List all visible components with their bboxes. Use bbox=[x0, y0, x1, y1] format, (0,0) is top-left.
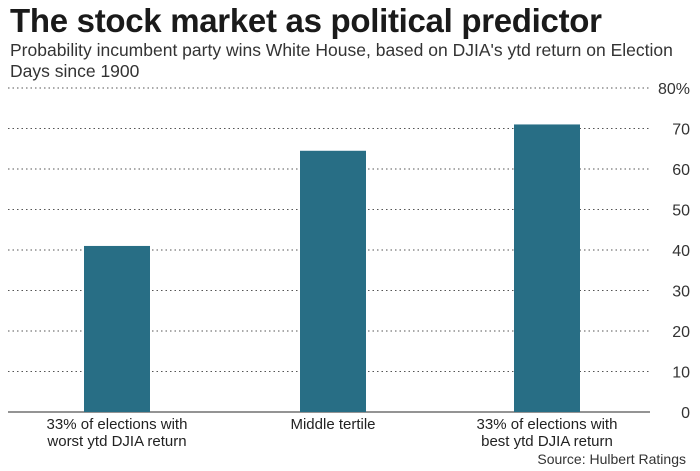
x-category-label: Middle tertile bbox=[290, 416, 375, 433]
bar bbox=[84, 245, 150, 412]
bar bbox=[514, 124, 580, 412]
bar bbox=[300, 150, 366, 412]
chart-title: The stock market as political predictor bbox=[10, 2, 602, 39]
x-category-label: 33% of elections with worst ytd DJIA retu… bbox=[46, 416, 187, 450]
x-category-label: 33% of elections with best ytd DJIA retur… bbox=[477, 416, 618, 450]
y-tick-label: 70 bbox=[672, 122, 690, 139]
y-tick-label: 10 bbox=[672, 365, 690, 382]
x-axis-category-labels: 33% of elections with worst ytd DJIA retu… bbox=[46, 416, 617, 450]
y-tick-label: 60 bbox=[672, 162, 690, 179]
y-tick-label: 50 bbox=[672, 203, 690, 220]
y-tick-label: 0 bbox=[681, 405, 690, 422]
bars bbox=[84, 124, 580, 412]
y-axis-tick-labels: 0 10 20 30 40 50 60 70 80% bbox=[658, 81, 690, 422]
y-tick-label: 80% bbox=[658, 81, 690, 98]
y-tick-label: 40 bbox=[672, 243, 690, 260]
chart-subtitle: Probability incumbent party wins White H… bbox=[10, 40, 673, 81]
y-tick-label: 30 bbox=[672, 284, 690, 301]
y-tick-label: 20 bbox=[672, 324, 690, 341]
source-note: Source: Hulbert Ratings bbox=[537, 451, 686, 467]
